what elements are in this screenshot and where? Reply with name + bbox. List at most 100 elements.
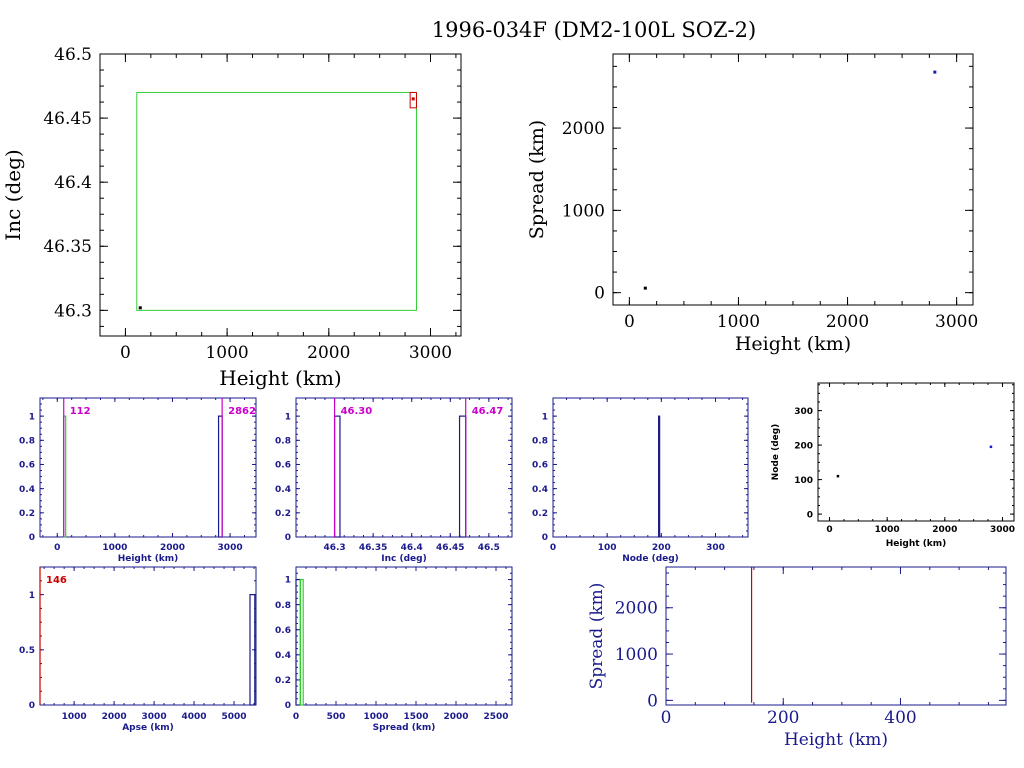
x-tick-label: 2000 bbox=[826, 312, 869, 332]
x-tick-label: 5000 bbox=[221, 712, 246, 722]
plot-frame bbox=[39, 397, 257, 538]
histogram-bar bbox=[299, 578, 304, 706]
y-tick-label: 0 bbox=[29, 701, 35, 711]
y-tick-label: 1 bbox=[285, 412, 291, 422]
y-tick-label: 46.4 bbox=[54, 173, 92, 193]
y-tick-label: 0.2 bbox=[532, 509, 548, 519]
histogram-bar bbox=[458, 415, 467, 538]
x-axis-label: Height (km) bbox=[219, 366, 341, 390]
y-tick-label: 0.2 bbox=[275, 509, 291, 519]
y-tick-label: 1 bbox=[29, 412, 35, 422]
x-tick-label: 2000 bbox=[443, 712, 468, 722]
data-point bbox=[411, 97, 415, 101]
x-tick-label: 2000 bbox=[102, 712, 127, 722]
y-tick-label: 0.6 bbox=[275, 461, 291, 471]
x-tick-label: 3000 bbox=[142, 712, 167, 722]
range-marker-label: 46.30 bbox=[341, 406, 373, 417]
range-marker-label: 46.47 bbox=[472, 406, 504, 417]
histogram-bar bbox=[249, 593, 256, 706]
y-tick-label: 200 bbox=[794, 441, 813, 451]
x-tick-label: 3000 bbox=[409, 343, 452, 363]
y-tick-label: 0.4 bbox=[275, 485, 291, 495]
y-tick-label: 0.6 bbox=[19, 461, 35, 471]
x-tick-label: 2000 bbox=[160, 543, 185, 553]
x-tick-label: 1000 bbox=[205, 343, 248, 363]
y-tick-label: 0.6 bbox=[275, 626, 291, 636]
y-tick-label: 0 bbox=[594, 284, 605, 304]
range-box bbox=[409, 91, 417, 109]
plot-frame bbox=[99, 53, 462, 337]
x-tick-label: 2000 bbox=[932, 525, 957, 535]
x-tick-label: 46.4 bbox=[401, 543, 423, 553]
x-tick-label: 0 bbox=[54, 543, 60, 553]
y-axis-label: Node (deg) bbox=[771, 424, 781, 481]
x-tick-label: 500 bbox=[327, 712, 346, 722]
y-tick-label: 100 bbox=[794, 476, 813, 486]
chart-panel-3: 0 1000 2000 3000 0 0.2 0.4 0.6 0.8 1 Height (km) 11… bbox=[19, 397, 257, 564]
data-point bbox=[933, 70, 937, 74]
range-marker-label: 112 bbox=[70, 406, 91, 417]
plot-frame bbox=[817, 382, 1015, 522]
x-tick-label: 400 bbox=[884, 708, 916, 728]
y-tick-label: 0.2 bbox=[275, 676, 291, 686]
plot-frame bbox=[612, 53, 974, 306]
x-tick-label: 46.3 bbox=[323, 543, 345, 553]
y-tick-label: 0.4 bbox=[532, 485, 548, 495]
x-tick-label: 1000 bbox=[363, 712, 388, 722]
y-tick-label: 0 bbox=[807, 510, 813, 520]
y-tick-label: 46.45 bbox=[43, 109, 92, 129]
x-tick-label: 0 bbox=[624, 312, 635, 332]
chart-panel-7: 1000 2000 3000 4000 5000 0 0.5 1 Apse (km) 146 bbox=[19, 566, 257, 733]
y-tick-label: 0 bbox=[542, 533, 548, 543]
x-tick-label: 100 bbox=[598, 543, 617, 553]
x-tick-label: 300 bbox=[706, 543, 725, 553]
y-tick-label: 46.35 bbox=[43, 237, 92, 257]
y-tick-label: 0.6 bbox=[532, 461, 548, 471]
x-tick-label: 2500 bbox=[483, 712, 508, 722]
chart-panel-5: 0 100 200 300 0 0.2 0.4 0.6 0.8 1 Node (deg) bbox=[532, 397, 749, 564]
y-tick-label: 0.2 bbox=[19, 509, 35, 519]
y-tick-label: 1000 bbox=[615, 645, 658, 665]
chart-panel-1: 0 1000 2000 3000 46.3 46.35 46.4 46.45 46.5 Heigh… bbox=[1, 45, 462, 390]
y-tick-label: 1000 bbox=[562, 201, 605, 221]
y-tick-label: 0.8 bbox=[275, 601, 291, 611]
data-point bbox=[836, 474, 840, 478]
y-tick-label: 300 bbox=[794, 407, 813, 417]
x-tick-label: 0 bbox=[293, 712, 299, 722]
plot-frame bbox=[39, 566, 257, 706]
x-tick-label: 200 bbox=[652, 543, 671, 553]
figure-title: 1996-034F (DM2-100L SOZ-2) bbox=[432, 18, 756, 42]
range-marker-label: 146 bbox=[46, 575, 67, 586]
x-tick-label: 3000 bbox=[990, 525, 1015, 535]
y-tick-label: 46.5 bbox=[54, 45, 92, 65]
y-tick-label: 2000 bbox=[562, 119, 605, 139]
range-box bbox=[136, 91, 417, 311]
x-axis-label: Height (km) bbox=[784, 730, 888, 750]
data-point bbox=[989, 445, 993, 449]
x-axis-label: Inc (deg) bbox=[381, 554, 426, 564]
x-tick-label: 2000 bbox=[307, 343, 350, 363]
y-tick-label: 46.3 bbox=[54, 301, 92, 321]
y-tick-label: 0.8 bbox=[19, 436, 35, 446]
x-tick-label: 46.35 bbox=[359, 543, 387, 553]
y-axis-label: Spread (km) bbox=[587, 583, 607, 690]
histogram-bar bbox=[658, 415, 661, 538]
x-tick-label: 1000 bbox=[102, 543, 127, 553]
x-tick-label: 4000 bbox=[182, 712, 207, 722]
range-marker-label: 2862 bbox=[228, 406, 256, 417]
y-tick-label: 1 bbox=[285, 576, 291, 586]
x-tick-label: 1500 bbox=[403, 712, 428, 722]
x-tick-label: 200 bbox=[767, 708, 799, 728]
y-tick-label: 0.8 bbox=[532, 436, 548, 446]
x-axis-label: Node (deg) bbox=[622, 554, 679, 564]
plot-frame bbox=[295, 397, 513, 538]
y-tick-label: 0.5 bbox=[19, 646, 35, 656]
x-tick-label: 3000 bbox=[218, 543, 243, 553]
x-tick-label: 1000 bbox=[717, 312, 760, 332]
histogram-bar bbox=[333, 415, 341, 538]
x-axis-label: Height (km) bbox=[886, 539, 947, 549]
x-tick-label: 3000 bbox=[935, 312, 978, 332]
x-axis-label: Apse (km) bbox=[122, 723, 174, 733]
data-point bbox=[643, 286, 647, 290]
